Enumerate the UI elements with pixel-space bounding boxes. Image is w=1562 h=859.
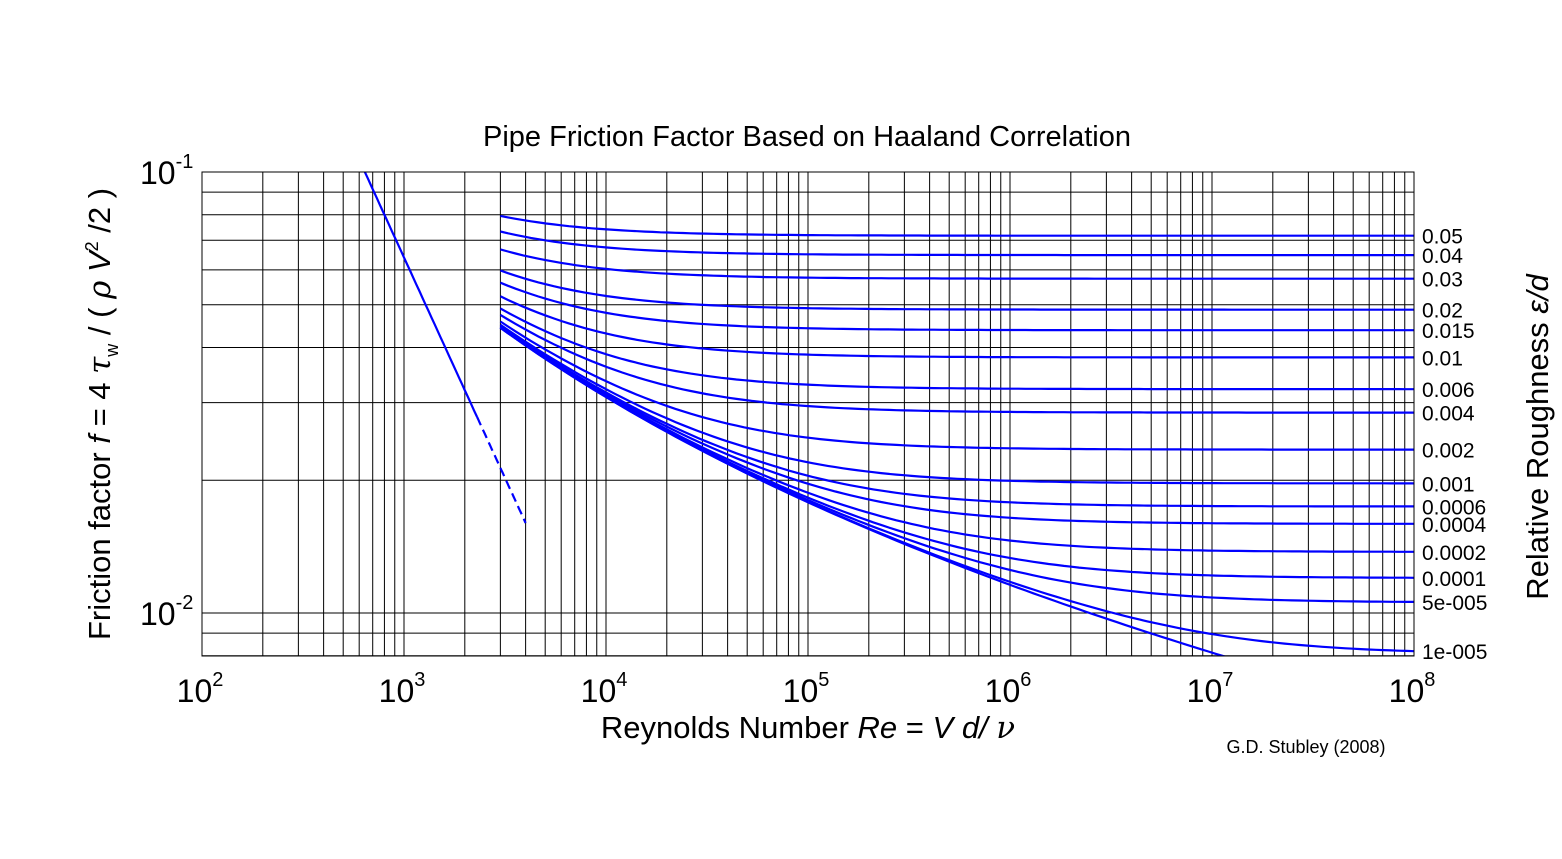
right-axis-label: Relative Roughness ε/d: [1520, 272, 1555, 599]
roughness-curve: [499, 326, 1414, 579]
credit-text: G.D. Stubley (2008): [1226, 737, 1385, 757]
roughness-curve: [499, 326, 1227, 656]
roughness-curve: [500, 269, 1414, 311]
roughness-label: 0.015: [1422, 320, 1475, 343]
x-axis-label: Reynolds Number Re = V d/ ν: [601, 710, 1015, 746]
x-tick-label: 107: [1187, 669, 1234, 709]
roughness-curve: [499, 325, 1414, 508]
y-tick-labels: 10-1 10-2: [140, 151, 193, 632]
x-tick-label: 105: [783, 669, 830, 709]
roughness-curve: [500, 214, 1414, 237]
roughness-curve: [500, 248, 1414, 280]
plot-frame: [201, 171, 1415, 657]
y-tick-label: 10-2: [140, 592, 193, 632]
roughness-label: 0.006: [1422, 379, 1475, 402]
roughness-label: 0.002: [1422, 440, 1475, 463]
roughness-curve: [499, 326, 1414, 603]
roughness-curve: [499, 295, 1414, 359]
roughness-curve: [499, 281, 1414, 332]
roughness-label: 0.05: [1422, 226, 1463, 249]
roughness-label: 0.0001: [1422, 568, 1486, 591]
y-tick-label: 10-1: [140, 151, 193, 191]
roughness-label: 0.01: [1422, 347, 1463, 370]
roughness-label: 1e-005: [1422, 641, 1487, 664]
laminar-transition-dashed-line: [476, 416, 527, 524]
roughness-curve: [499, 320, 1414, 451]
x-tick-label: 102: [177, 669, 224, 709]
roughness-curve: [499, 326, 1414, 653]
roughness-curve: [499, 313, 1414, 414]
x-tick-label: 103: [379, 669, 426, 709]
chart-title: Pipe Friction Factor Based on Haaland Co…: [483, 121, 1131, 153]
roughness-label: 0.04: [1422, 245, 1463, 268]
roughness-curve: [499, 326, 1414, 553]
x-tick-label: 108: [1389, 669, 1436, 709]
roughness-label: 0.03: [1422, 269, 1463, 292]
roughness-label: 0.0002: [1422, 542, 1486, 565]
x-tick-label: 106: [985, 669, 1032, 709]
roughness-curve: [499, 307, 1414, 391]
curves: [363, 172, 1414, 656]
roughness-label: 0.0006: [1422, 496, 1486, 519]
y-axis-label: Friction factor f = 4 τw / ( ρ V2 /2 ): [82, 188, 122, 640]
x-tick-labels: 102 103 104 105 106 107 108: [177, 669, 1436, 709]
roughness-label: 0.0004: [1422, 514, 1487, 537]
roughness-curve: [500, 230, 1414, 257]
grid: [201, 172, 1414, 657]
x-tick-label: 104: [581, 669, 628, 709]
laminar-line: [363, 172, 479, 418]
roughness-label: 0.001: [1422, 473, 1475, 496]
roughness-curve: [499, 323, 1414, 485]
roughness-curve: [499, 325, 1414, 525]
roughness-label: 5e-005: [1422, 592, 1487, 615]
roughness-label: 0.02: [1422, 300, 1463, 323]
roughness-label: 0.004: [1422, 403, 1475, 426]
